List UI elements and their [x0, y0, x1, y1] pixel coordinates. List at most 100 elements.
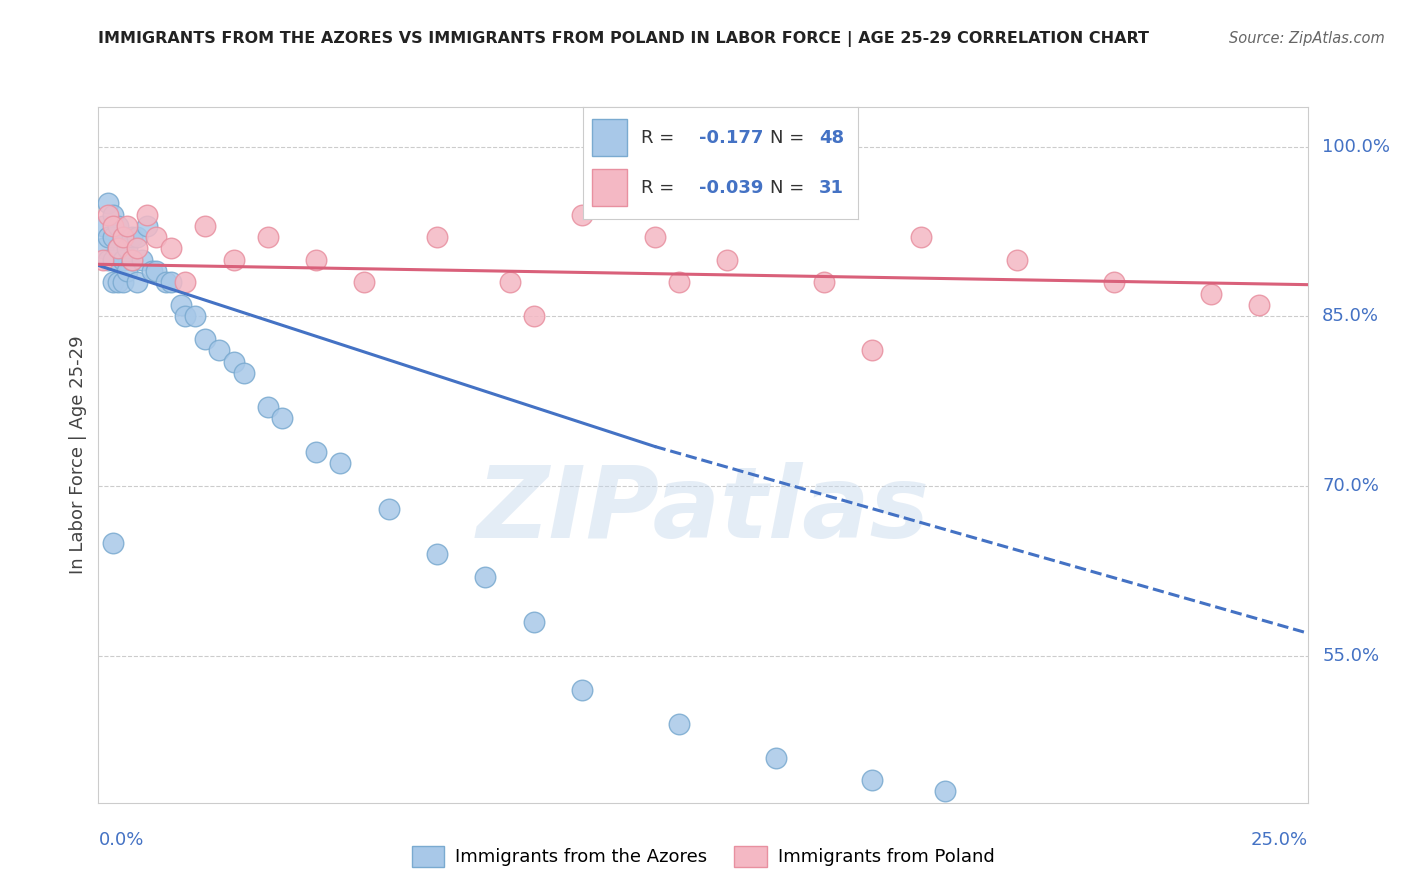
Point — [121, 252, 143, 267]
Text: R =: R = — [641, 128, 681, 146]
Point — [101, 219, 124, 233]
Point — [1102, 276, 1125, 290]
Point — [498, 276, 520, 290]
Point — [111, 230, 134, 244]
Point — [860, 773, 883, 788]
Text: -0.039: -0.039 — [699, 179, 763, 197]
Point — [111, 230, 134, 244]
Text: ZIPatlas: ZIPatlas — [477, 462, 929, 559]
Text: 31: 31 — [820, 179, 844, 197]
Text: 70.0%: 70.0% — [1322, 477, 1379, 495]
Point — [377, 501, 399, 516]
Point — [426, 547, 449, 561]
Point — [910, 230, 932, 244]
Point — [131, 252, 153, 267]
Point — [523, 310, 546, 324]
Point — [668, 716, 690, 731]
Point — [765, 750, 787, 764]
Point — [101, 535, 124, 549]
Text: 25.0%: 25.0% — [1250, 830, 1308, 848]
Text: 48: 48 — [820, 128, 845, 146]
Point — [1199, 286, 1222, 301]
Point — [160, 242, 183, 256]
Point — [97, 207, 120, 221]
Point — [107, 242, 129, 256]
Point — [97, 196, 120, 211]
Point — [329, 457, 352, 471]
Point — [668, 276, 690, 290]
Point — [160, 276, 183, 290]
Text: 85.0%: 85.0% — [1322, 308, 1379, 326]
Text: N =: N = — [770, 128, 810, 146]
Legend: Immigrants from the Azores, Immigrants from Poland: Immigrants from the Azores, Immigrants f… — [405, 838, 1001, 874]
Point — [107, 219, 129, 233]
Point — [426, 230, 449, 244]
Point — [184, 310, 207, 324]
Y-axis label: In Labor Force | Age 25-29: In Labor Force | Age 25-29 — [69, 335, 87, 574]
Point — [232, 366, 254, 380]
Point — [101, 276, 124, 290]
Point — [1249, 298, 1271, 312]
FancyBboxPatch shape — [592, 120, 627, 156]
Point — [813, 276, 835, 290]
Point — [353, 276, 375, 290]
Point — [101, 252, 124, 267]
Point — [271, 411, 294, 425]
Text: IMMIGRANTS FROM THE AZORES VS IMMIGRANTS FROM POLAND IN LABOR FORCE | AGE 25-29 : IMMIGRANTS FROM THE AZORES VS IMMIGRANTS… — [98, 31, 1150, 47]
Point — [174, 310, 197, 324]
Point — [101, 230, 124, 244]
Point — [155, 276, 177, 290]
Point — [121, 252, 143, 267]
Text: 55.0%: 55.0% — [1322, 647, 1379, 665]
Point — [474, 569, 496, 583]
Point — [135, 207, 157, 221]
Point — [571, 207, 593, 221]
Point — [127, 242, 149, 256]
Point — [222, 354, 245, 368]
Point — [256, 230, 278, 244]
Point — [571, 682, 593, 697]
Point — [111, 276, 134, 290]
Point — [1007, 252, 1029, 267]
Point — [107, 276, 129, 290]
Point — [97, 230, 120, 244]
Point — [145, 230, 167, 244]
Text: R =: R = — [641, 179, 681, 197]
Point — [716, 252, 738, 267]
Point — [135, 219, 157, 233]
Text: Source: ZipAtlas.com: Source: ZipAtlas.com — [1229, 31, 1385, 46]
Point — [117, 264, 139, 278]
Point — [174, 276, 197, 290]
Point — [145, 264, 167, 278]
Point — [97, 252, 120, 267]
Point — [523, 615, 546, 629]
Point — [194, 219, 217, 233]
Text: 100.0%: 100.0% — [1322, 137, 1391, 155]
Point — [860, 343, 883, 358]
Point — [101, 207, 124, 221]
Point — [194, 332, 217, 346]
Point — [305, 445, 328, 459]
Point — [91, 252, 114, 267]
Point — [107, 242, 129, 256]
Point — [222, 252, 245, 267]
FancyBboxPatch shape — [592, 169, 627, 206]
Point — [141, 264, 163, 278]
Point — [256, 400, 278, 414]
Point — [305, 252, 328, 267]
Point — [127, 230, 149, 244]
Point — [169, 298, 191, 312]
Text: -0.177: -0.177 — [699, 128, 763, 146]
Point — [117, 219, 139, 233]
Point — [208, 343, 231, 358]
Point — [117, 242, 139, 256]
Text: N =: N = — [770, 179, 810, 197]
Point — [111, 252, 134, 267]
Point — [91, 219, 114, 233]
Point — [127, 276, 149, 290]
Point — [121, 230, 143, 244]
Point — [644, 230, 666, 244]
Point — [91, 242, 114, 256]
Point — [934, 784, 956, 798]
Text: 0.0%: 0.0% — [98, 830, 143, 848]
